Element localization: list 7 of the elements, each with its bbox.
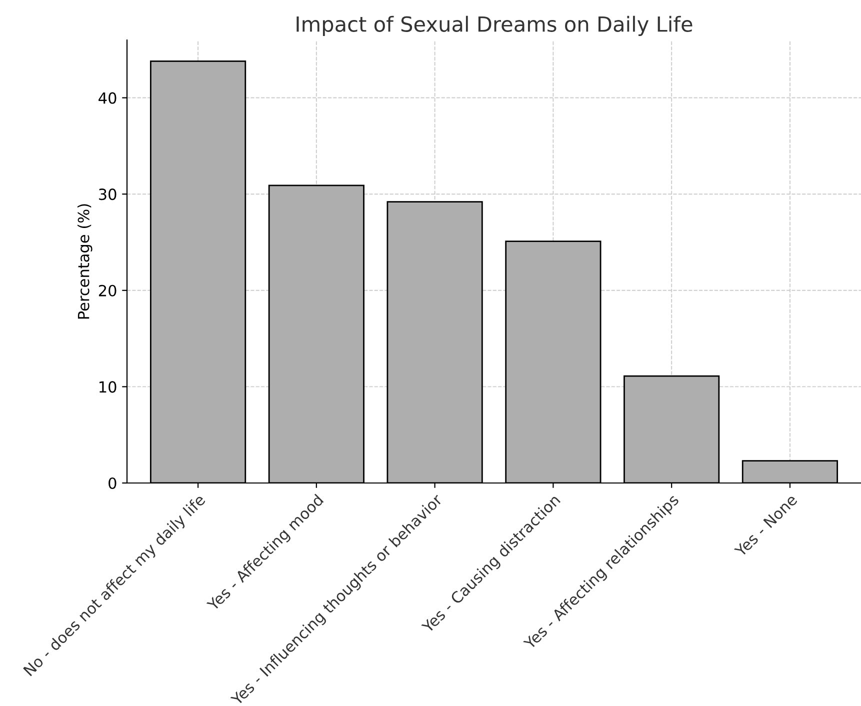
y-tick-label: 20 (98, 284, 116, 296)
y-axis-title: Percentage (%) (78, 204, 92, 319)
y-tick-label: 40 (98, 92, 116, 104)
y-tick-label: 10 (100, 381, 116, 393)
y-tick-label: 30 (99, 188, 116, 200)
y-tick-label: 0 (108, 477, 116, 490)
chart-title: Impact of Sexual Dreams on Daily Life (296, 16, 692, 36)
